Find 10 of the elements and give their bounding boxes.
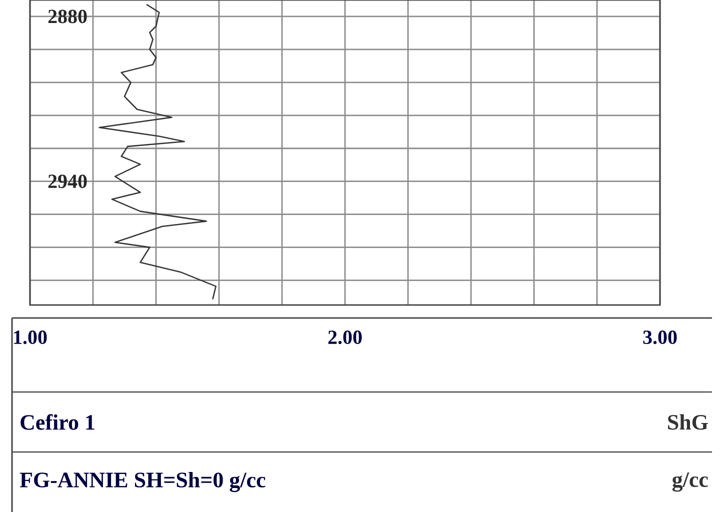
line-series xyxy=(98,4,216,300)
y-tick-label: 2880 xyxy=(48,10,87,24)
text: ShG xyxy=(668,414,708,430)
y-tick-label: 2940 xyxy=(48,174,87,188)
x-tick-label: 3.00 xyxy=(643,330,677,344)
x-tick-label: 1.00 xyxy=(14,330,47,344)
x-tick-label: 2.00 xyxy=(328,330,362,344)
text: Cefiro 1 xyxy=(20,414,94,430)
text: g/cc xyxy=(672,472,708,492)
text: FG-ANNIE SH=Sh=0 g/cc xyxy=(20,472,266,492)
